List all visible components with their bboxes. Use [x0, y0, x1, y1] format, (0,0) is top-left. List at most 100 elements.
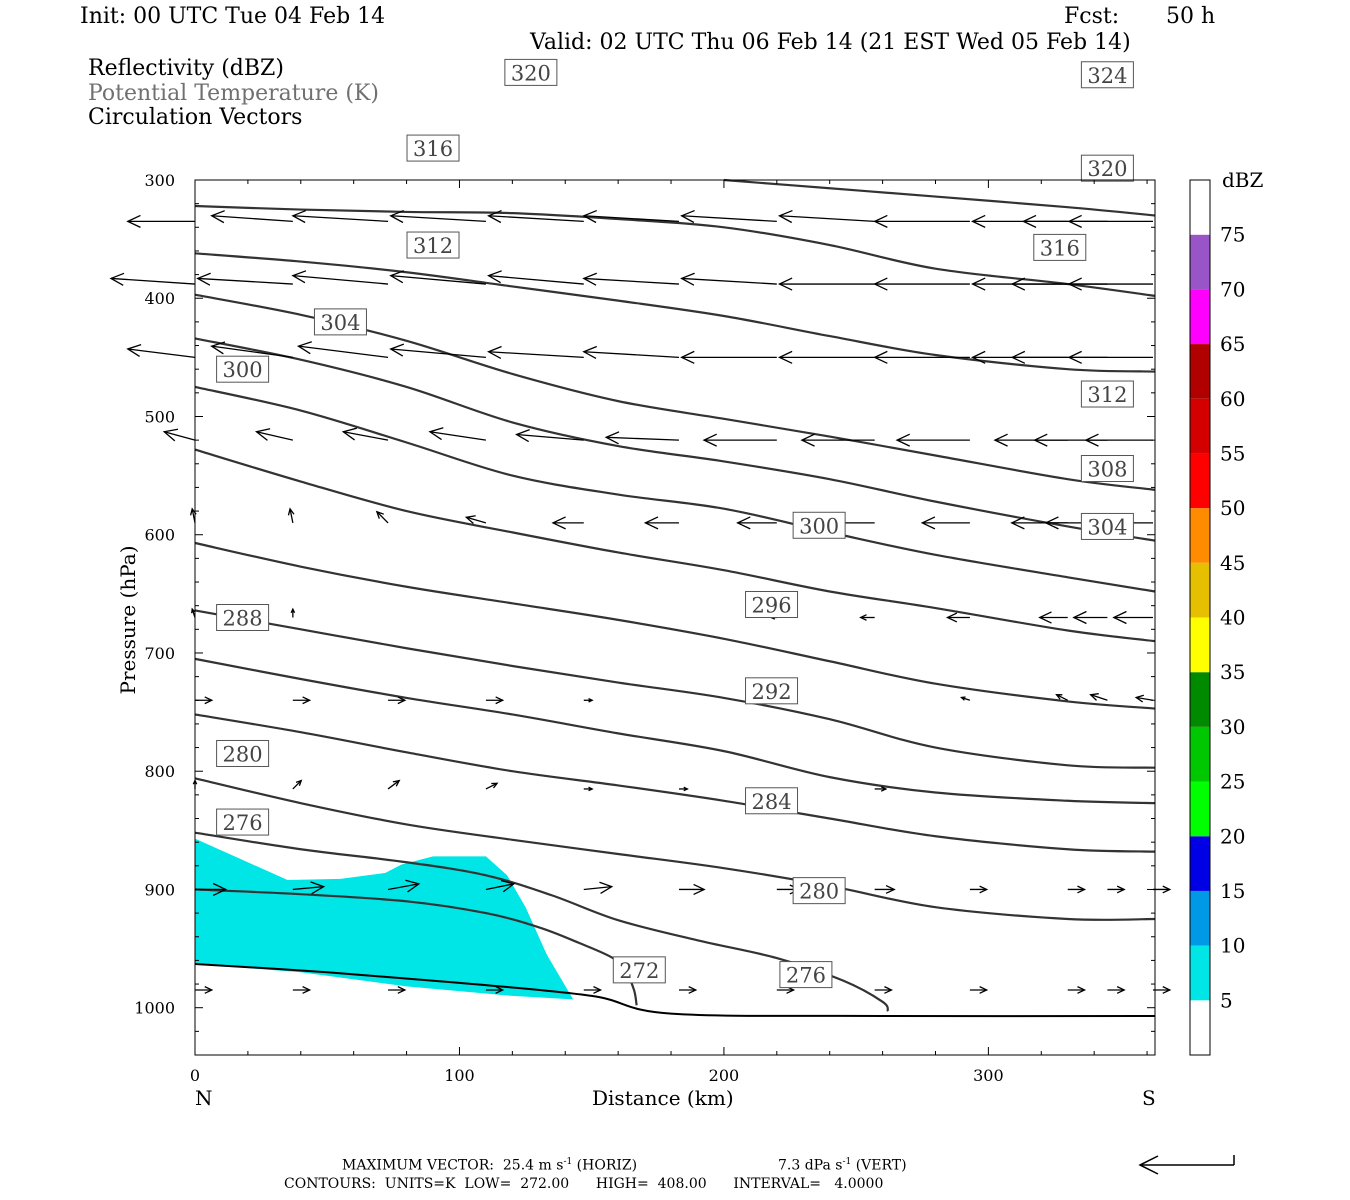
colorbar-cell-6: [1190, 672, 1210, 727]
colorbar-cell-14: [1190, 234, 1210, 290]
vector-head-3-9: [993, 433, 1008, 447]
vector-head-0-2: [291, 209, 307, 224]
max-vector-label: MAXIMUM VECTOR:: [342, 1157, 494, 1174]
vector-head-2-5: [582, 345, 597, 360]
y-tick-label-900: 900: [144, 880, 175, 899]
vector-3-3: [429, 431, 487, 441]
vector-head-2-9: [971, 350, 986, 364]
vector-head-0-4: [487, 209, 502, 224]
contour-label-box-300: [792, 511, 846, 539]
colorbar-label-40: 40: [1220, 606, 1245, 630]
contour-label-box-308: [1080, 455, 1134, 483]
vector-head-2-1: [210, 341, 226, 355]
contour-label-box-312: [1080, 380, 1134, 408]
vector-8-3: [485, 883, 515, 891]
vector-2-4: [488, 351, 584, 359]
y-tick-label-500: 500: [144, 407, 175, 426]
y-tick-label-1000: 1000: [134, 999, 175, 1018]
contour-label-304: 304: [1087, 515, 1127, 539]
vector-head-0-6: [680, 209, 695, 224]
vector-head-2-10: [1010, 350, 1026, 364]
vector-head-6-9: [1055, 693, 1063, 700]
vector-head-0-7: [777, 209, 793, 224]
vector-2-2: [298, 345, 389, 359]
vector-head-8-8: [979, 885, 989, 894]
colorbar-label-60: 60: [1220, 387, 1245, 411]
contour-label-312: 312: [413, 234, 453, 258]
vector-head-9-9: [1077, 986, 1087, 994]
contour-label-320: 320: [511, 61, 551, 85]
forecast-hour: 50 h: [1166, 4, 1216, 29]
max-vector-line: MAXIMUM VECTOR: 25.4 m s-1 (HORIZ): [342, 1157, 637, 1174]
colorbar-label-70: 70: [1220, 277, 1245, 301]
x-right-end-label: S: [1142, 1086, 1156, 1110]
vector-head-3-3: [428, 427, 444, 441]
vector-2-5: [583, 351, 680, 359]
contour-label-288: 288: [223, 607, 263, 631]
vector-head-2-4: [487, 345, 502, 360]
vector-head-0-9: [971, 214, 986, 228]
vector-head-2-0: [126, 343, 142, 358]
vector-head-3-10: [1033, 433, 1048, 447]
vector-head-1-10: [1010, 277, 1026, 291]
contour-label-box-316: [1033, 233, 1087, 261]
colorbar-label-55: 55: [1220, 441, 1245, 465]
vector-head-5-7: [859, 614, 867, 621]
vector-head-2-3: [389, 343, 405, 357]
vector-3-2: [343, 431, 389, 441]
vector-head-2-6: [680, 350, 695, 364]
contour-label-box-288: [216, 604, 270, 631]
vector-head-6-8: [960, 696, 966, 701]
colorbar-label-45: 45: [1220, 551, 1245, 575]
vector-0-3: [390, 215, 486, 223]
vector-head-4-5: [643, 516, 659, 530]
colorbar-cell-15: [1190, 180, 1210, 235]
colorbar-cell-8: [1190, 562, 1210, 618]
vector-head-8-2: [405, 879, 421, 893]
x-tick-label-0: 0: [190, 1066, 200, 1085]
vector-head-8-0: [212, 882, 228, 897]
terrain-surface-line: [194, 962, 1156, 1018]
vector-head-3-2: [341, 427, 357, 441]
colorbar-cell-2: [1190, 890, 1210, 946]
vector-head-0-10: [1021, 214, 1037, 228]
vector-0-4: [488, 215, 584, 223]
vector-head-3-11: [1084, 433, 1099, 447]
y-tick-label-700: 700: [144, 644, 175, 663]
vector-head-9-3: [495, 986, 505, 994]
theta-contour-280: [194, 777, 1156, 921]
vector-head-6-10: [1089, 693, 1099, 701]
contour-label-324: 324: [1087, 64, 1127, 88]
vector-head-9-1: [302, 986, 312, 994]
vector-head-9-4: [593, 986, 603, 994]
contour-label-box-296: [745, 590, 799, 618]
theta-contour-308: [194, 337, 1156, 542]
x-tick-label-300: 300: [973, 1066, 1004, 1085]
vector-head-1-0: [109, 272, 125, 286]
vector-head-4-3: [464, 515, 476, 525]
theta-contour-276: [194, 831, 889, 1012]
vector-head-9-5: [688, 986, 698, 994]
reference-vector-head: [1138, 1155, 1159, 1175]
vector-1-6: [681, 277, 777, 285]
colorbar-cell-1: [1190, 945, 1210, 1001]
y-tick-label-600: 600: [144, 526, 175, 545]
contour-label-box-304: [313, 308, 367, 336]
colorbar-cell-0: [1190, 1000, 1210, 1055]
vector-1-4: [488, 275, 584, 285]
vector-head-1-7: [777, 277, 793, 291]
colorbar-label-65: 65: [1220, 332, 1245, 356]
contour-label-320: 320: [1087, 157, 1127, 181]
vector-2-1: [211, 345, 293, 359]
contour-label-300: 300: [799, 514, 839, 538]
valid-time: Valid: 02 UTC Thu 06 Feb 14 (21 EST Wed …: [530, 30, 1131, 55]
vector-0-5: [583, 215, 680, 223]
contour-label-300: 300: [223, 358, 263, 382]
colorbar: 5 10 15 20 25 30 35 40 45 50 55 60 65 70 75: [1189, 179, 1245, 1056]
vector-head-0-11: [1067, 214, 1082, 228]
vector-head-3-4: [515, 429, 530, 443]
vector-head-8-11: [1162, 885, 1172, 894]
contour-label-304: 304: [320, 311, 360, 335]
vector-head-3-0: [162, 428, 179, 442]
vert-unit: dPa s: [804, 1157, 843, 1174]
